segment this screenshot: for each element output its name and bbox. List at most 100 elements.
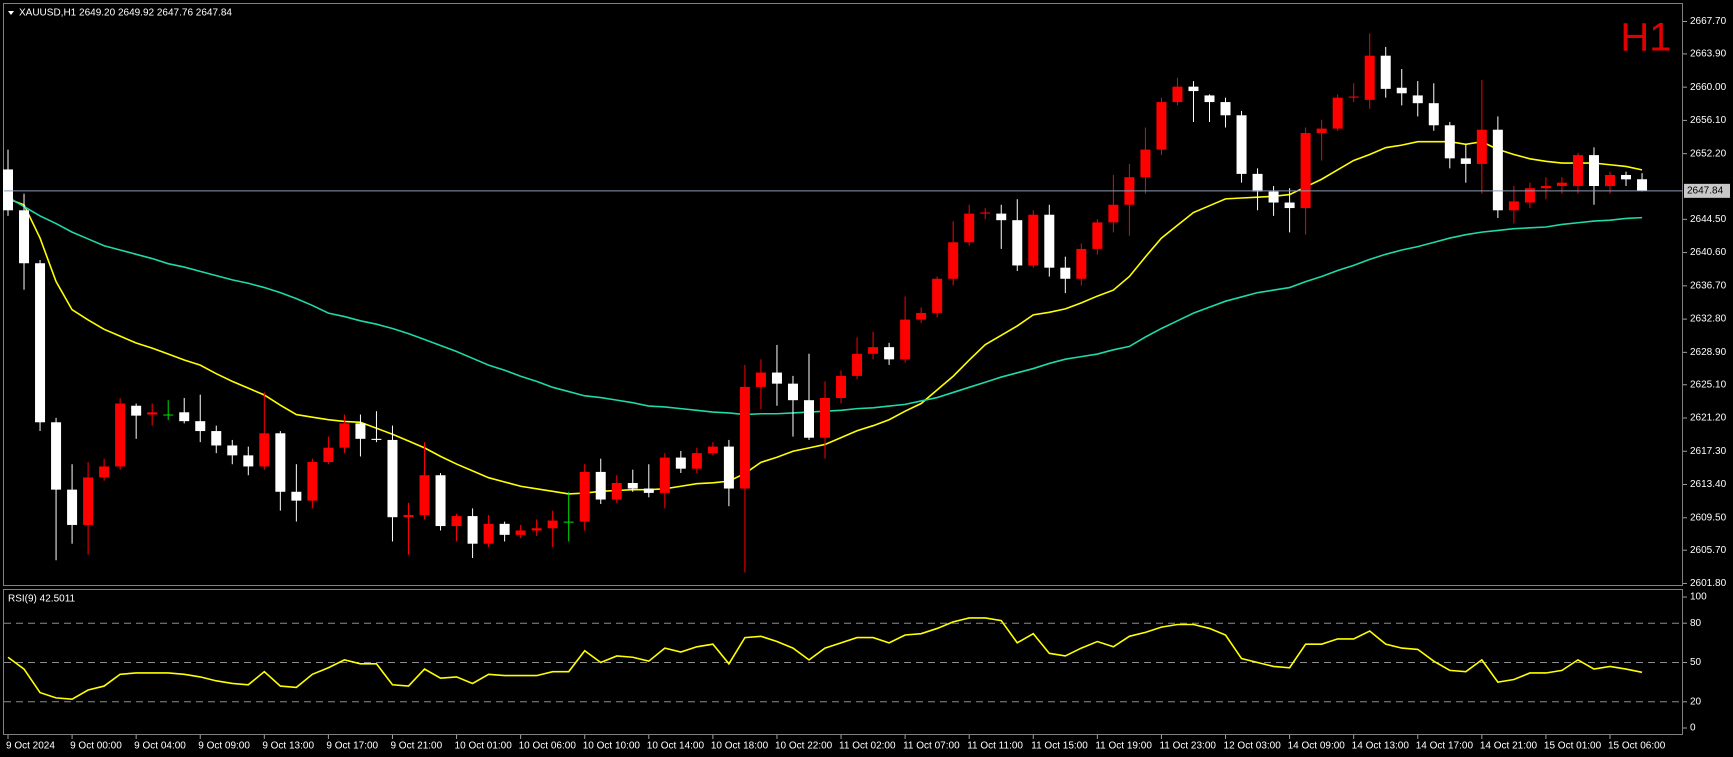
candle-body (1332, 97, 1343, 129)
candle-body (1236, 115, 1247, 174)
candle-body (83, 477, 94, 525)
candle-body (1092, 222, 1103, 249)
candle-body (1428, 103, 1439, 126)
candle-body (1524, 188, 1535, 203)
x-tick-label: 11 Oct 15:00 (1031, 741, 1088, 752)
candle-body (323, 447, 334, 463)
candle-body (659, 457, 670, 493)
rsi-tick-label: 50 (1690, 657, 1702, 668)
y-tick-label: 2652.20 (1690, 148, 1727, 159)
last-price-box (1684, 183, 1730, 198)
candle-body (259, 433, 270, 467)
candle-body (675, 457, 686, 469)
candle-body (723, 446, 734, 489)
candle-body (371, 438, 382, 440)
candle-body (51, 422, 62, 490)
y-tick-label: 2601.80 (1690, 578, 1727, 589)
candle-body (467, 516, 478, 544)
y-tick-label: 2617.30 (1690, 446, 1727, 457)
candle-body (35, 263, 46, 423)
candle-body (419, 475, 430, 515)
candle-body (19, 210, 30, 264)
candle-body (1252, 173, 1263, 192)
candle-body (707, 446, 718, 454)
candle-body (163, 414, 174, 416)
x-tick-label: 9 Oct 00:00 (70, 741, 122, 752)
candle-body (755, 372, 766, 387)
candle-body (547, 520, 558, 529)
candle-body (1076, 248, 1087, 279)
candle-body (900, 319, 911, 360)
rsi-tick-label: 100 (1690, 592, 1707, 603)
candle-body (1140, 149, 1151, 178)
candle-body (1460, 158, 1471, 164)
candle-body (1540, 185, 1551, 189)
candle-body (451, 516, 462, 527)
candle-body (403, 514, 414, 518)
candle-body (1396, 87, 1407, 94)
candle-body (836, 375, 847, 398)
candle-body (1172, 86, 1183, 103)
rsi-tick-label: 0 (1690, 723, 1696, 734)
candle-body (1508, 201, 1519, 211)
candle-body (227, 445, 238, 456)
y-tick-label: 2625.10 (1690, 379, 1727, 390)
candle-body (179, 412, 190, 422)
candle-body (852, 353, 863, 376)
x-tick-label: 14 Oct 17:00 (1416, 741, 1474, 752)
candle-body (483, 523, 494, 544)
y-tick-label: 2663.90 (1690, 49, 1727, 60)
candle-body (964, 213, 975, 243)
candle-body (1316, 128, 1327, 134)
candle-body (1637, 179, 1648, 191)
candle-body (1044, 214, 1055, 268)
x-tick-label: 9 Oct 2024 (6, 741, 55, 752)
candle-body (1028, 214, 1039, 266)
chart-title: XAUUSD,H1 2649.20 2649.92 2647.76 2647.8… (19, 8, 232, 19)
candle-body (1348, 96, 1359, 98)
y-tick-label: 2660.00 (1690, 82, 1727, 93)
candle-body (131, 405, 142, 416)
candle-body (307, 462, 318, 501)
x-tick-label: 9 Oct 13:00 (262, 741, 314, 752)
candle-body (868, 347, 879, 354)
candle-body (611, 482, 622, 500)
candle-body (515, 530, 526, 535)
x-tick-label: 15 Oct 06:00 (1608, 741, 1666, 752)
timeframe-badge: H1 (1620, 16, 1671, 60)
candle-body (884, 347, 895, 360)
candle-body (499, 523, 510, 535)
candle-body (916, 312, 927, 320)
candle-body (1300, 133, 1311, 209)
menu-arrow (8, 11, 14, 15)
y-tick-label: 2667.70 (1690, 16, 1727, 27)
candle-body (948, 242, 959, 279)
candle-body (1188, 86, 1199, 92)
x-tick-label: 11 Oct 07:00 (903, 741, 960, 752)
candle-body (1108, 204, 1119, 223)
candle-body (1492, 129, 1503, 211)
candle-body (147, 412, 158, 415)
candle-body (1572, 155, 1583, 186)
candle-body (804, 400, 814, 438)
candle-body (643, 488, 654, 493)
candle-body (595, 471, 606, 500)
x-tick-label: 9 Oct 21:00 (390, 741, 442, 752)
candle-body (1621, 174, 1632, 180)
candle-body (1060, 267, 1071, 279)
x-tick-label: 9 Oct 17:00 (326, 741, 378, 752)
candle-body (1012, 220, 1023, 266)
candle-body (195, 421, 206, 432)
candle-body (1605, 174, 1615, 186)
candle-body (1204, 95, 1215, 103)
candle-body (211, 431, 222, 446)
x-tick-label: 9 Oct 04:00 (134, 741, 186, 752)
y-tick-label: 2628.90 (1690, 347, 1727, 358)
rsi-tick-label: 80 (1690, 618, 1702, 629)
candle-body (291, 491, 302, 501)
x-tick-label: 14 Oct 09:00 (1288, 741, 1346, 752)
candle-body (115, 403, 126, 467)
y-tick-label: 2621.20 (1690, 413, 1727, 424)
candle-body (787, 383, 798, 401)
